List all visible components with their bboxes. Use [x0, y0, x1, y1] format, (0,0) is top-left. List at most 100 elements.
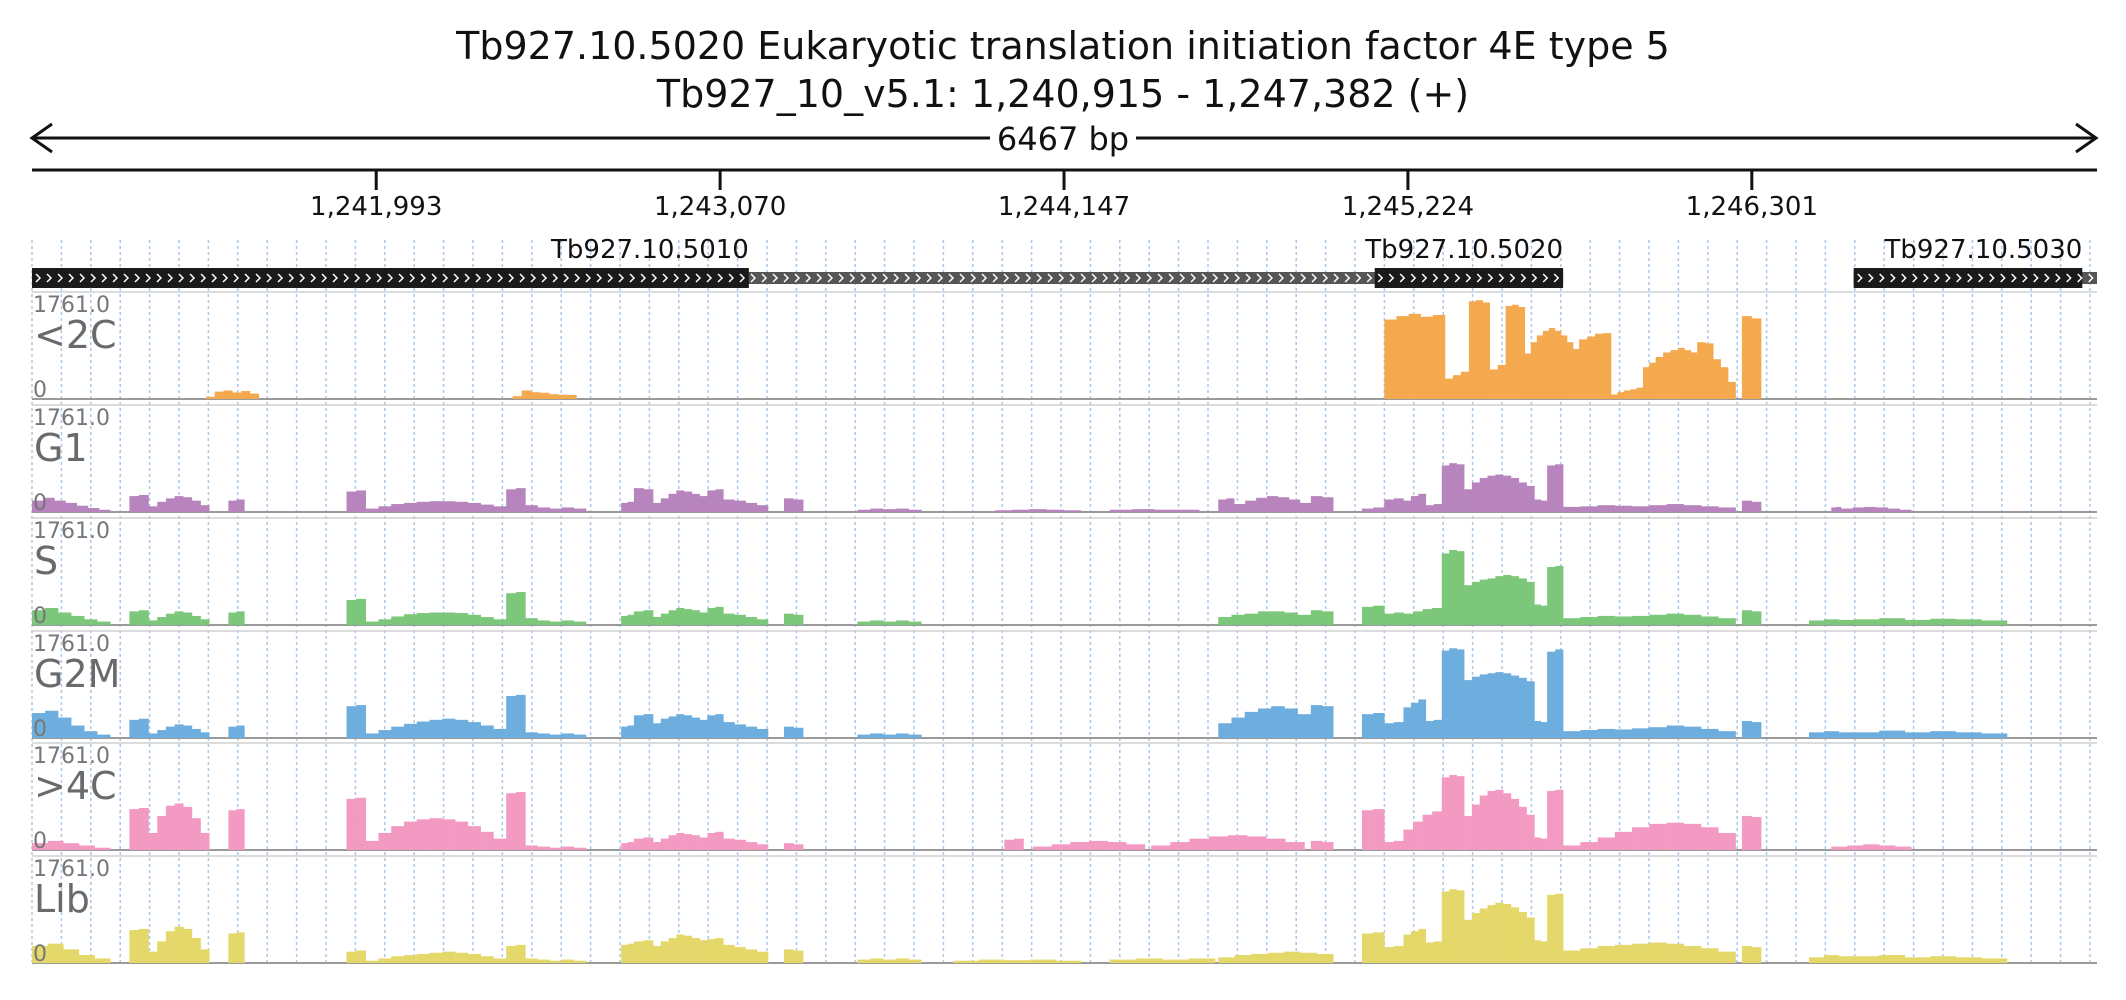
coverage-bar: [1154, 509, 1178, 512]
strand-chevron: [1476, 273, 1483, 283]
coverage-bar: [174, 724, 184, 738]
coverage-bar: [1373, 809, 1385, 850]
coverage-bar: [1246, 836, 1267, 850]
coverage-bar: [236, 611, 245, 625]
coverage-bar: [908, 959, 922, 963]
coverage-bar: [515, 792, 526, 850]
track-lib: 1761.0 0 Lib: [32, 855, 2097, 967]
coverage-bar: [1283, 951, 1301, 963]
coverage-bar: [157, 815, 167, 850]
coverage-bar: [442, 612, 456, 625]
coverage-bar: [793, 727, 804, 738]
strand-chevron: [717, 273, 724, 283]
coverage-bar: [1547, 651, 1556, 738]
coverage-bar: [165, 931, 175, 963]
coverage-bar: [165, 726, 175, 738]
coverage-bar: [684, 834, 693, 850]
coverage-bar: [228, 726, 237, 738]
coverage-bar: [506, 945, 517, 963]
strand-chevron: [783, 273, 790, 283]
coverage-bar: [643, 714, 654, 738]
coverage-bar: [148, 733, 158, 738]
coverage-bar: [1518, 911, 1527, 963]
strand-chevron: [57, 273, 64, 283]
coverage-bar: [1361, 606, 1374, 625]
coverage-bar: [537, 507, 550, 512]
coverage-bar: [1310, 840, 1323, 850]
coverage-bar: [1441, 465, 1450, 512]
coverage-bar: [1188, 958, 1216, 963]
coverage-bar: [1741, 945, 1752, 963]
coverage-bar: [1033, 846, 1052, 850]
coverage-bar: [573, 621, 587, 625]
coverage-bar: [1526, 681, 1535, 738]
coverage-bar: [734, 839, 746, 850]
coverage-bar: [1464, 585, 1473, 625]
coverage-bar: [745, 617, 758, 625]
coverage-bar: [549, 960, 563, 963]
coverage-bar: [561, 620, 575, 625]
gene-tb927-10-5020[interactable]: Tb927.10.5020: [1341, 235, 1564, 288]
coverage-bar: [1879, 730, 1906, 738]
coverage-bar: [1503, 575, 1512, 625]
coverage-bar: [707, 715, 716, 738]
strand-chevron: [1289, 273, 1296, 283]
coverage-bar: [1505, 305, 1513, 399]
coverage-bar: [1548, 328, 1556, 399]
coverage-bar: [1853, 956, 1880, 963]
strand-chevron: [1945, 273, 1951, 283]
coverage-bar: [1540, 500, 1548, 512]
coverage-bar: [1614, 831, 1633, 850]
coverage-bar: [633, 715, 644, 738]
strand-chevron: [2077, 273, 2083, 283]
track-lt2c: 1761.0 0 <2C: [32, 291, 2097, 403]
track-ymin-label: 0: [33, 717, 47, 742]
coverage-bar: [1713, 359, 1721, 399]
coverage-bar: [1456, 649, 1465, 738]
strand-chevron: [68, 273, 75, 283]
coverage-bar: [1904, 732, 1931, 738]
strand-chevron: [706, 273, 713, 283]
coverage-bar: [1649, 614, 1667, 625]
coverage-bar: [1510, 907, 1520, 963]
coordinate-tick-label: 1,243,070: [654, 192, 786, 222]
coverage-bar: [699, 612, 708, 625]
coverage-bar: [236, 499, 245, 512]
coverage-bar: [183, 725, 193, 738]
coverage-bar: [707, 607, 716, 625]
strand-chevron: [1989, 273, 1995, 283]
strand-chevron: [288, 273, 295, 283]
coverage-bar: [660, 838, 669, 850]
coverage-bar: [76, 505, 89, 512]
coverage-bar: [1540, 605, 1548, 625]
coverage-bar: [1257, 611, 1272, 625]
coverage-bar: [1534, 940, 1542, 963]
strand-chevron: [1201, 273, 1208, 283]
strand-chevron: [970, 273, 977, 283]
coverage-bar: [455, 719, 469, 738]
coverage-bar: [346, 706, 357, 738]
strand-chevron: [739, 273, 746, 283]
gene-tb927-10-5010[interactable]: Tb927.10.5010: [32, 235, 1374, 288]
coverage-bar: [1526, 581, 1535, 625]
strand-chevron: [563, 273, 570, 283]
coverage-bar: [756, 619, 769, 625]
coverage-bar: [1479, 908, 1488, 963]
track-ymax-label: 1761.0: [33, 632, 110, 657]
coverage-bar: [857, 959, 871, 963]
gene-tb927-10-5030[interactable]: Tb927.10.5030: [1853, 235, 2097, 288]
coverage-bar: [1666, 943, 1685, 963]
strand-chevron: [1190, 273, 1197, 283]
strand-chevron: [816, 273, 823, 283]
coverage-bar: [882, 734, 897, 738]
coverage-bar: [1611, 394, 1618, 399]
coverage-bar: [707, 832, 716, 850]
coverage-bar: [346, 798, 357, 850]
strand-chevron: [211, 273, 218, 283]
coverage-bar: [1555, 789, 1564, 850]
coverage-bar: [1433, 719, 1443, 738]
strand-chevron: [332, 273, 339, 283]
coverage-bar: [129, 611, 140, 625]
strand-chevron: [244, 273, 251, 283]
coverage-bar: [32, 713, 46, 738]
